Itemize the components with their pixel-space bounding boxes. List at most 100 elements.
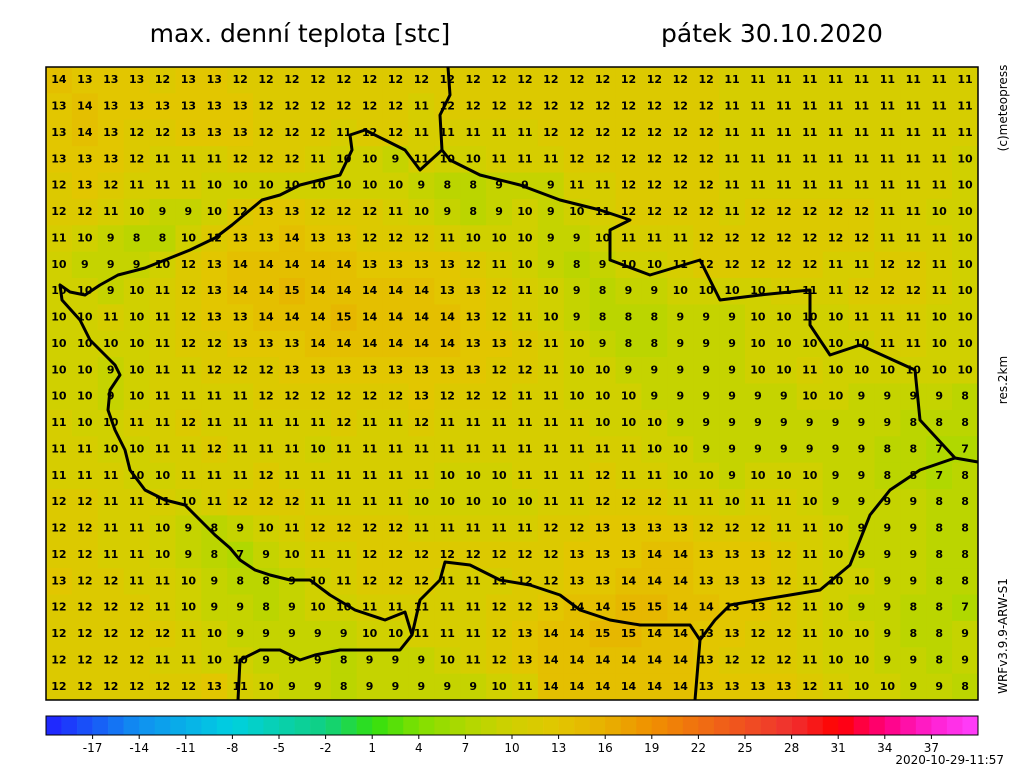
cell <box>693 568 720 595</box>
cell-value: 12 <box>569 73 584 86</box>
cell <box>822 93 850 121</box>
cell <box>537 67 565 94</box>
cell-value: 10 <box>569 205 585 218</box>
cell <box>563 93 591 121</box>
cell-value: 9 <box>314 627 322 640</box>
colorbar-box <box>931 716 948 735</box>
cell <box>175 409 202 437</box>
cell <box>382 172 409 200</box>
cell-value: 12 <box>673 126 688 139</box>
cell-value: 14 <box>310 284 326 297</box>
cell <box>253 462 280 490</box>
cell <box>848 93 875 121</box>
cell-value: 12 <box>569 522 584 535</box>
cell-value: 11 <box>284 442 299 455</box>
cell-value: 10 <box>854 574 870 587</box>
cell-value: 14 <box>77 126 93 139</box>
cell <box>952 251 979 279</box>
colorbar-label: 28 <box>784 741 799 755</box>
cell <box>201 383 228 411</box>
colorbar-box <box>589 716 606 735</box>
cell <box>822 409 850 437</box>
cell <box>330 251 358 279</box>
cell-value: 9 <box>858 495 866 508</box>
cell <box>71 225 99 253</box>
cell <box>719 568 746 595</box>
cell <box>434 225 461 253</box>
cell <box>279 409 306 437</box>
cell-value: 12 <box>388 73 403 86</box>
cell <box>330 278 358 305</box>
cell <box>719 357 746 384</box>
cell-value: 11 <box>491 442 506 455</box>
cell-value: 12 <box>388 231 403 244</box>
cell <box>330 225 358 253</box>
cell-value: 12 <box>491 73 506 86</box>
cell <box>201 462 228 490</box>
cell <box>46 119 73 147</box>
cell <box>97 620 125 648</box>
cell-value: 11 <box>543 337 558 350</box>
colorbar-box <box>294 716 311 735</box>
cell-value: 9 <box>676 337 684 350</box>
cell <box>770 673 798 701</box>
cell <box>149 357 176 384</box>
colorbar-label: 10 <box>504 741 519 755</box>
cell-value: 10 <box>414 205 430 218</box>
cell <box>123 647 151 675</box>
cell-value: 11 <box>880 231 895 244</box>
cell <box>589 515 617 543</box>
cell <box>641 225 668 253</box>
cell-value: 10 <box>828 548 844 561</box>
cell <box>770 436 798 464</box>
cell-value: 11 <box>129 522 144 535</box>
cell-value: 8 <box>961 548 969 561</box>
cell-value: 11 <box>828 680 843 693</box>
cell <box>589 67 617 94</box>
cell <box>615 225 642 253</box>
cell <box>719 67 746 94</box>
cell-value: 8 <box>935 548 943 561</box>
cell-value: 14 <box>362 311 378 324</box>
cell-value: 10 <box>466 495 482 508</box>
cell-value: 14 <box>336 284 352 297</box>
cell-value: 11 <box>569 179 584 192</box>
cell <box>97 304 125 332</box>
cell-value: 11 <box>388 469 403 482</box>
cell <box>71 489 99 516</box>
cell-value: 11 <box>440 231 455 244</box>
cell-value: 12 <box>621 495 636 508</box>
cell <box>149 515 176 543</box>
cell <box>279 304 306 332</box>
cell-value: 10 <box>491 680 507 693</box>
cell-value: 14 <box>673 627 689 640</box>
cell <box>486 489 513 516</box>
cell-value: 11 <box>932 231 947 244</box>
cell <box>822 172 850 200</box>
cell-value: 12 <box>750 205 765 218</box>
cell <box>874 383 901 411</box>
cell-value: 9 <box>521 179 529 192</box>
cell-value: 12 <box>336 416 351 429</box>
cell-value: 13 <box>699 548 714 561</box>
cell <box>123 225 151 253</box>
cell-value: 9 <box>806 442 814 455</box>
cell-value: 10 <box>284 548 300 561</box>
colorbar-box <box>356 716 373 735</box>
cell-value: 12 <box>647 100 662 113</box>
cell <box>563 462 591 490</box>
cell <box>356 541 384 569</box>
cell <box>175 568 202 595</box>
cell <box>201 67 228 94</box>
cell-value: 11 <box>440 522 455 535</box>
cell-value: 11 <box>336 126 351 139</box>
cell <box>615 673 642 701</box>
cell-value: 10 <box>750 469 766 482</box>
cell-value: 12 <box>336 100 351 113</box>
cell-value: 10 <box>77 363 93 376</box>
cell-value: 12 <box>414 73 429 86</box>
cell <box>201 568 228 595</box>
cell-value: 10 <box>207 205 223 218</box>
cell-value: 13 <box>750 574 765 587</box>
cell-value: 11 <box>491 416 506 429</box>
